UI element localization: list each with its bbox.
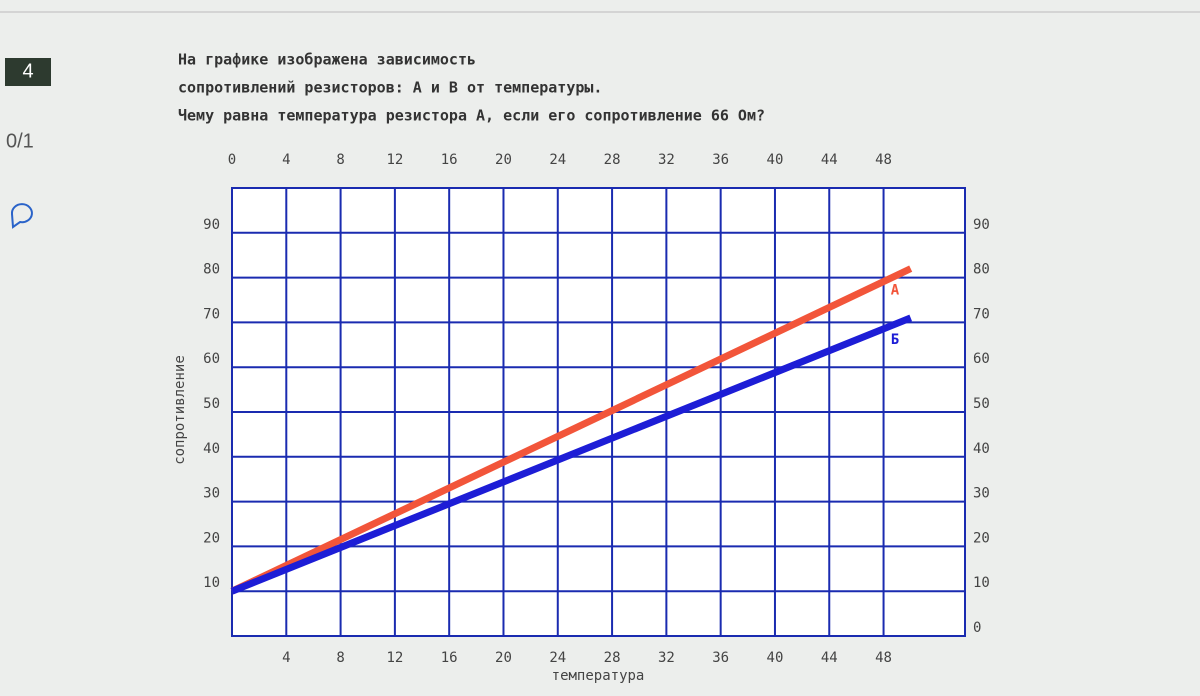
y2-tick-label: 50 <box>973 396 990 412</box>
x2-tick-label: 32 <box>658 152 675 168</box>
y2-tick-label: 10 <box>973 575 990 591</box>
y2-tick-label: 20 <box>973 530 990 546</box>
x2-tick-label: 12 <box>386 152 403 168</box>
y-tick-label: 30 <box>203 486 220 502</box>
x-tick-label: 28 <box>604 650 621 666</box>
question-number: 4 <box>22 60 33 82</box>
y2-tick-label: 90 <box>973 217 990 233</box>
x-tick-label: 20 <box>495 650 512 666</box>
x2-tick-label: 48 <box>875 152 892 168</box>
y2-tick-label: 70 <box>973 306 990 322</box>
series-line <box>230 314 913 595</box>
y2-tick-label: 80 <box>973 262 990 278</box>
x-tick-label: 8 <box>336 650 344 666</box>
question-badge <box>5 58 51 86</box>
x-tick-label: 48 <box>875 650 892 666</box>
x2-tick-label: 36 <box>712 152 729 168</box>
y2-tick-label: 60 <box>973 351 990 367</box>
y-axis-title: сопротивление <box>172 355 188 465</box>
question-line: На графике изображена зависимость <box>178 51 476 69</box>
y-tick-label: 20 <box>203 530 220 546</box>
y-tick-label: 70 <box>203 306 220 322</box>
x2-tick-label: 24 <box>549 152 566 168</box>
x2-tick-label: 0 <box>228 152 236 168</box>
x2-tick-label: 4 <box>282 152 290 168</box>
series-line <box>230 265 913 595</box>
x-tick-label: 4 <box>282 650 290 666</box>
x-tick-label: 36 <box>712 650 729 666</box>
y2-tick-label: 0 <box>973 620 981 636</box>
x2-tick-label: 8 <box>336 152 344 168</box>
x-tick-label: 12 <box>386 650 403 666</box>
y-tick-label: 10 <box>203 575 220 591</box>
question-line: Чему равна температура резистора А, если… <box>178 107 765 125</box>
x2-tick-label: 28 <box>604 152 621 168</box>
x2-tick-label: 44 <box>821 152 838 168</box>
y-tick-label: 50 <box>203 396 220 412</box>
y2-tick-label: 40 <box>973 441 990 457</box>
question-line: сопротивлений резисторов: А и В от темпе… <box>178 79 602 97</box>
x-tick-label: 44 <box>821 650 838 666</box>
x2-tick-label: 16 <box>441 152 458 168</box>
y2-tick-label: 30 <box>973 486 990 502</box>
x-tick-label: 40 <box>767 650 784 666</box>
series-label: А <box>891 283 900 299</box>
y-tick-label: 60 <box>203 351 220 367</box>
x-tick-label: 32 <box>658 650 675 666</box>
comment-icon[interactable] <box>10 203 33 229</box>
score: 0/1 <box>6 130 34 152</box>
y-tick-label: 40 <box>203 441 220 457</box>
x2-tick-label: 20 <box>495 152 512 168</box>
plot-border <box>231 187 966 637</box>
x-axis-title: температура <box>552 668 645 684</box>
series-label: Б <box>891 332 899 348</box>
x-tick-label: 16 <box>441 650 458 666</box>
y-tick-label: 80 <box>203 262 220 278</box>
x-tick-label: 24 <box>549 650 566 666</box>
y-tick-label: 90 <box>203 217 220 233</box>
x2-tick-label: 40 <box>767 152 784 168</box>
